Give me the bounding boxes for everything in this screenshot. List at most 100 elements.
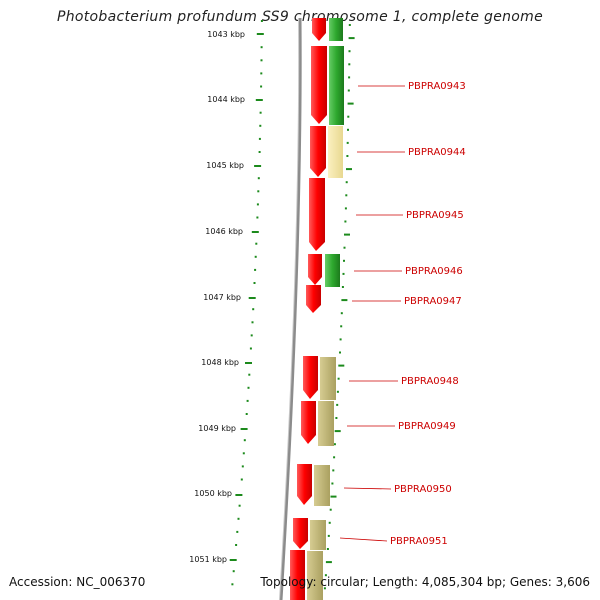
outer-dot [323,587,326,590]
gene-arrow[interactable] [312,18,326,41]
scale-dot [240,478,243,481]
outer-major-tick [341,299,348,302]
outer-dot [344,207,347,210]
outer-dot [343,259,345,262]
outer-dot [329,508,332,511]
outer-dot [344,220,347,223]
outer-dot [348,63,351,66]
scale-dot [236,530,239,533]
outer-dot [341,286,344,288]
scale-label-1043: 1043 kbp [207,30,245,39]
outer-major-tick [347,102,354,105]
scale-major-tick [254,165,262,167]
scale-dot [253,282,256,284]
scale-dot [259,111,262,114]
scale-dot [232,570,235,573]
gene-arrow[interactable] [310,126,326,177]
outer-dot [333,456,336,459]
scale-dot [241,465,244,468]
accession-text: Accession: NC_006370 [9,575,146,589]
outer-dot [328,521,331,524]
scale-dot [259,124,262,127]
outer-dot [348,50,351,53]
outer-major-tick [338,364,345,367]
scale-dot [238,504,241,507]
outer-major-tick [344,233,350,236]
outer-dot [348,76,351,79]
outer-major-tick [346,168,352,171]
outer-major-tick [330,495,337,498]
cog-track [307,18,344,600]
cds-track [290,18,327,600]
gene-arrow[interactable] [290,550,305,600]
label-leader [339,537,388,542]
scale-label-1045: 1045 kbp [206,161,244,170]
outer-dot [335,417,338,419]
gene-label-pbpra0949[interactable]: PBPRA0949 [398,421,456,432]
scale-dot [254,255,257,258]
outer-dot [333,443,336,446]
cog-block-green [329,46,344,125]
scale-dot [246,399,249,402]
outer-major-tick [348,37,355,40]
scale-dot [242,452,245,455]
outer-dot [343,246,346,249]
gene-arrow[interactable] [303,356,318,399]
cog-block-olive [310,520,326,550]
scale-dot [257,190,260,193]
label-leader [343,487,392,490]
scale-dot [256,203,259,206]
scale-dot [260,72,263,75]
gene-label-pbpra0948[interactable]: PBPRA0948 [401,376,459,387]
scale-dot [231,583,234,586]
gene-arrow[interactable] [297,464,312,505]
scale-major-tick [256,33,264,35]
scale-dot [258,137,261,140]
scale-major-tick [229,559,237,561]
scale-major-tick [255,99,263,101]
gene-arrow[interactable] [309,178,325,251]
gene-label-pbpra0944[interactable]: PBPRA0944 [408,147,466,158]
scale-label-1050: 1050 kbp [194,489,232,498]
gene-label-pbpra0943[interactable]: PBPRA0943 [408,81,466,92]
gene-arrow[interactable] [301,401,316,444]
gene-arrow[interactable] [306,285,321,313]
scale-dot [250,334,253,337]
outer-dot [327,534,330,537]
scale-label-1051: 1051 kbp [189,555,227,564]
gene-label-pbpra0945[interactable]: PBPRA0945 [406,210,464,221]
cog-block-green [329,18,343,41]
outer-dot [326,548,329,550]
genome-backbone [279,17,302,600]
scale-major-tick [248,297,256,299]
gene-label-pbpra0946[interactable]: PBPRA0946 [405,266,463,277]
gene-arrow[interactable] [308,254,322,285]
outer-dot [324,574,327,577]
outer-dot [339,351,341,354]
gene-label-pbpra0951[interactable]: PBPRA0951 [390,536,448,547]
scale-major-tick [235,494,243,496]
scale-dot [235,544,238,546]
scale-dot [247,386,250,389]
scale-dot [257,177,260,180]
scale-dot [260,85,263,88]
gene-arrow[interactable] [311,46,327,124]
scale-dot [260,59,263,62]
outer-dot [345,194,348,197]
outer-dot [339,338,342,341]
outer-dot [340,312,343,315]
outer-dot [348,24,351,26]
gene-label-pbpra0950[interactable]: PBPRA0950 [394,484,452,495]
cog-block-olive [314,465,330,506]
scale-dot [260,46,263,49]
scale-dot [243,439,246,442]
outer-dot [345,181,348,184]
map-title: Photobacterium profundum SS9 chromosome … [56,9,544,25]
gene-label-pbpra0947[interactable]: PBPRA0947 [404,296,462,307]
outer-dot [336,403,339,406]
outer-scale-track [323,24,355,590]
cog-block-pale-yellow [328,126,343,178]
gene-arrow[interactable] [293,518,308,549]
